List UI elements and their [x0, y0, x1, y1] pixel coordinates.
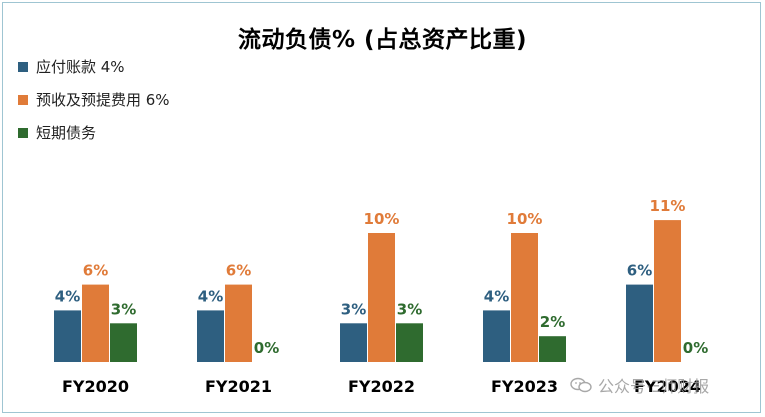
data-label-FY2022-series-1: 10%	[364, 210, 400, 228]
x-tick-label-FY2020: FY2020	[62, 377, 129, 396]
legend-swatch-short-term-debt	[18, 127, 28, 138]
x-tick-label-FY2024: FY2024	[634, 377, 701, 396]
data-label-FY2020-series-0: 4%	[55, 287, 80, 305]
legend-swatch-accounts-payable	[18, 61, 28, 72]
bar-FY2020-series-2	[110, 323, 137, 362]
bar-FY2020-series-0	[54, 310, 81, 362]
x-tick-label-FY2022: FY2022	[348, 377, 415, 396]
legend-swatch-accrued-expenses	[18, 94, 28, 105]
data-label-FY2020-series-2: 3%	[111, 300, 136, 318]
watermark: 公众号·Ξ师财报	[570, 373, 709, 397]
data-label-FY2023-series-1: 10%	[507, 210, 543, 228]
wechat-icon	[570, 377, 592, 393]
bar-FY2021-series-0	[197, 310, 224, 362]
bar-FY2022-series-2	[396, 323, 423, 362]
legend-label-accounts-payable: 应付账款 4%	[36, 58, 125, 76]
data-label-FY2022-series-2: 3%	[397, 300, 422, 318]
legend-item-short-term-debt: 短期债务	[18, 116, 170, 149]
legend-item-accrued-expenses: 预收及预提费用 6%	[18, 83, 170, 116]
legend-label-short-term-debt: 短期债务	[36, 124, 97, 142]
bar-FY2023-series-0	[483, 310, 510, 362]
data-label-FY2021-series-2: 0%	[254, 339, 279, 357]
data-label-FY2023-series-2: 2%	[540, 313, 565, 331]
bar-FY2023-series-1	[511, 233, 538, 362]
chart-legend: 应付账款 4% 预收及预提费用 6% 短期债务	[18, 50, 170, 149]
legend-item-accounts-payable: 应付账款 4%	[18, 50, 170, 83]
data-label-FY2021-series-0: 4%	[198, 287, 223, 305]
x-tick-label-FY2021: FY2021	[205, 377, 272, 396]
bar-FY2024-series-1	[654, 220, 681, 362]
data-label-FY2022-series-0: 3%	[341, 300, 366, 318]
x-tick-label-FY2023: FY2023	[491, 377, 558, 396]
bar-FY2022-series-1	[368, 233, 395, 362]
data-label-FY2020-series-1: 6%	[83, 262, 108, 280]
chart-title: 流动负债% (占总资产比重)	[237, 27, 528, 53]
data-label-FY2024-series-1: 11%	[650, 197, 686, 215]
bar-FY2021-series-1	[225, 284, 252, 362]
watermark-text: 公众号·Ξ师财报	[598, 377, 710, 396]
data-label-FY2024-series-0: 6%	[627, 262, 652, 280]
legend-label-accrued-expenses: 预收及预提费用 6%	[36, 91, 170, 109]
data-label-FY2024-series-2: 0%	[683, 339, 708, 357]
data-label-FY2023-series-0: 4%	[484, 287, 509, 305]
bar-FY2024-series-0	[626, 284, 653, 362]
bar-FY2020-series-1	[82, 284, 109, 362]
bar-FY2023-series-2	[539, 336, 566, 362]
data-label-FY2021-series-1: 6%	[226, 262, 251, 280]
bar-FY2022-series-0	[340, 323, 367, 362]
